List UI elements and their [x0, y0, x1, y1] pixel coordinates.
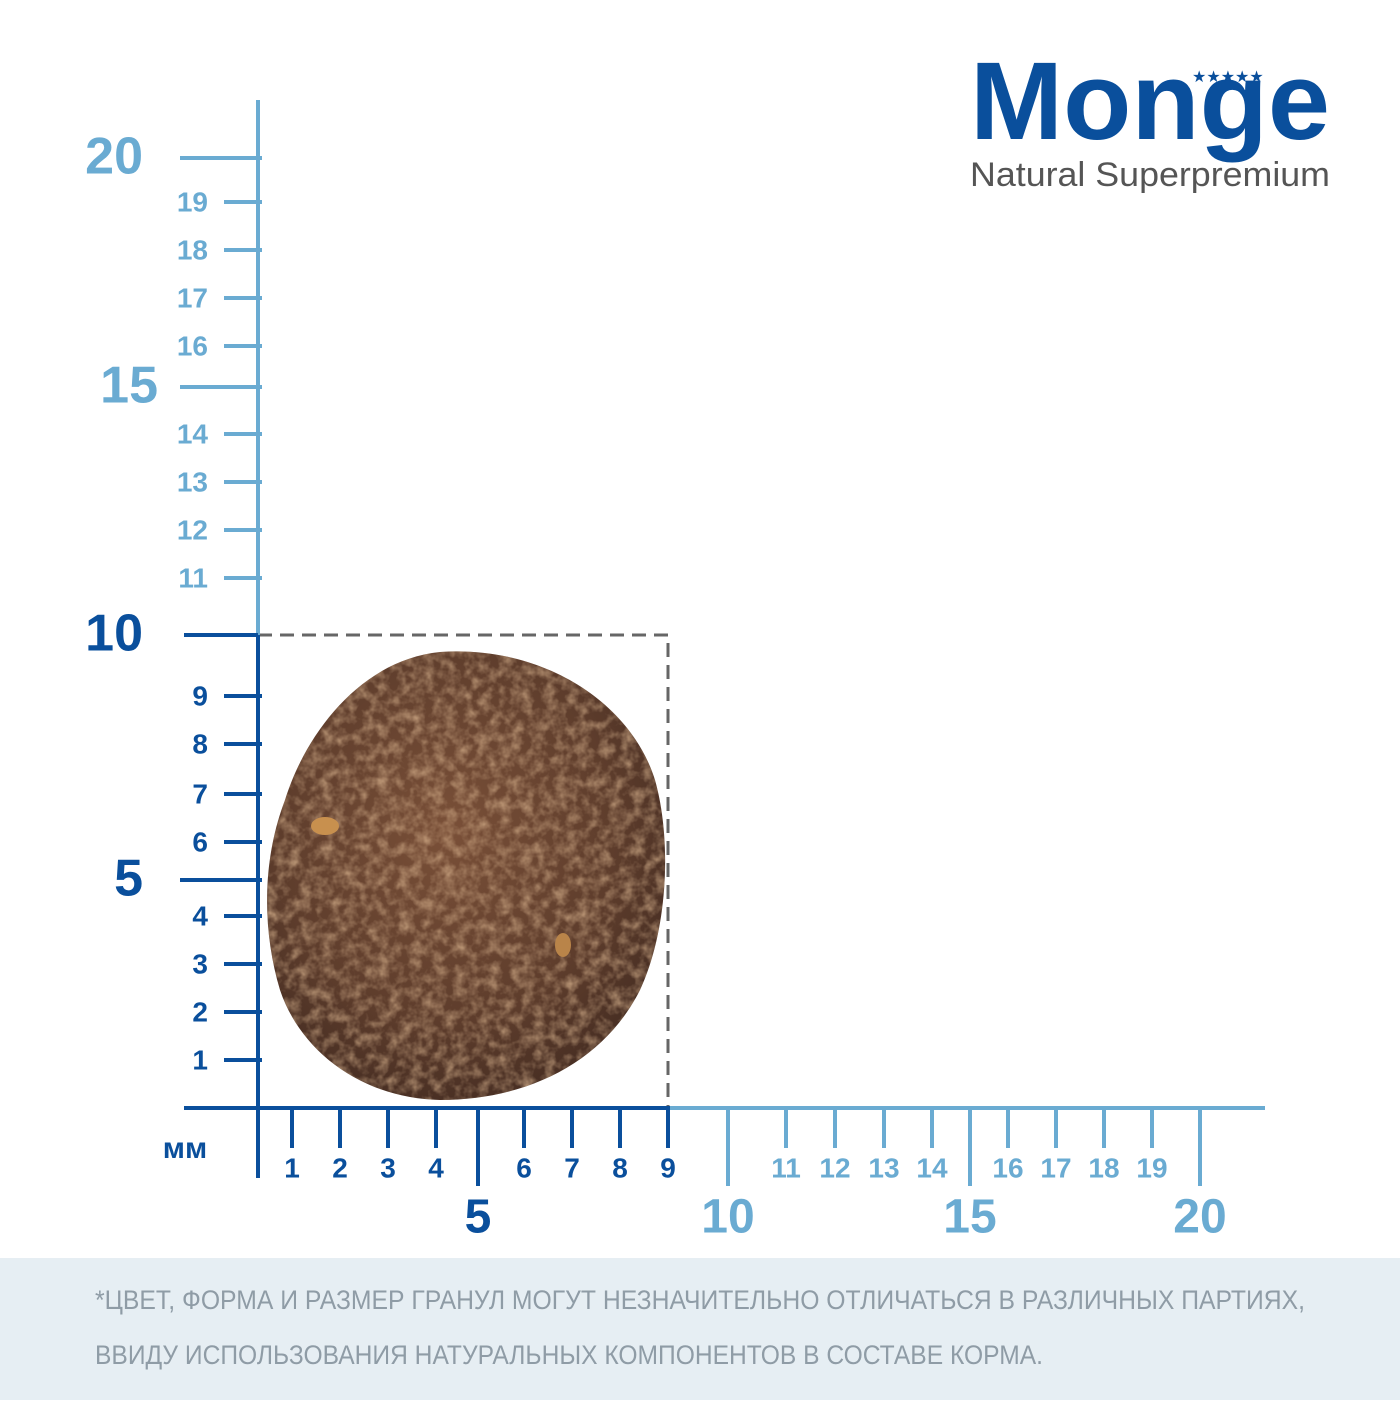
vertical-tick-label: 3 — [192, 948, 208, 979]
horizontal-tick-label: 3 — [380, 1152, 396, 1183]
horizontal-tick-label: 16 — [992, 1152, 1023, 1183]
footnote-line: ВВИДУ ИСПОЛЬЗОВАНИЯ НАТУРАЛЬНЫХ КОМПОНЕН… — [95, 1340, 1043, 1370]
footer-band — [0, 1258, 1400, 1400]
horizontal-tick-label: 11 — [771, 1152, 801, 1183]
vertical-tick-label: 20 — [85, 128, 143, 186]
horizontal-tick-label: 18 — [1088, 1152, 1119, 1183]
vertical-tick-label: 14 — [177, 418, 209, 449]
horizontal-tick-label: 20 — [1173, 1191, 1226, 1244]
horizontal-tick-label: 13 — [868, 1152, 899, 1183]
horizontal-tick-label: 5 — [465, 1191, 492, 1244]
logo-tagline: Natural Superpremium — [970, 156, 1330, 194]
vertical-tick-label: 6 — [192, 826, 208, 857]
horizontal-tick-label: 19 — [1136, 1152, 1167, 1183]
vertical-tick-label: 19 — [177, 186, 208, 217]
horizontal-tick-label: 12 — [819, 1152, 850, 1183]
horizontal-tick-label: 8 — [612, 1152, 628, 1183]
horizontal-tick-label: 17 — [1040, 1152, 1071, 1183]
horizontal-tick-label: 2 — [332, 1152, 348, 1183]
vertical-tick-label: 17 — [177, 282, 208, 313]
horizontal-tick-label: 7 — [564, 1152, 580, 1183]
size-box — [258, 633, 670, 1108]
horizontal-tick-label: 15 — [943, 1191, 996, 1244]
vertical-tick-label: 4 — [192, 900, 208, 931]
vertical-tick-label: 7 — [192, 778, 208, 809]
unit-label: мм — [163, 1132, 207, 1165]
vertical-tick-label: 18 — [177, 234, 208, 265]
logo-brand: Monge — [970, 40, 1330, 163]
vertical-tick-label: 2 — [192, 996, 208, 1027]
horizontal-tick-label: 9 — [660, 1152, 676, 1183]
horizontal-tick-label: 1 — [284, 1152, 300, 1183]
horizontal-tick-label: 4 — [428, 1152, 444, 1183]
vertical-tick-label: 13 — [177, 466, 208, 497]
logo: Monge ★★★★★ Natural Superpremium — [970, 40, 1330, 194]
vertical-tick-label: 15 — [100, 357, 158, 415]
vertical-tick-label: 9 — [192, 680, 208, 711]
logo-stars: ★★★★★ — [1192, 69, 1264, 86]
vertical-tick-label: 16 — [177, 330, 208, 361]
horizontal-tick-label: 10 — [701, 1191, 754, 1244]
vertical-tick-label: 12 — [177, 514, 208, 545]
vertical-tick-label: 10 — [85, 605, 143, 663]
vertical-tick-label: 5 — [114, 850, 143, 908]
vertical-tick-label: 1 — [192, 1044, 208, 1075]
svg-text:★★★★★: ★★★★★ — [1192, 69, 1264, 86]
kibble-photo — [267, 651, 666, 1100]
horizontal-tick-label: 6 — [516, 1152, 532, 1183]
vertical-tick-label: 8 — [192, 728, 208, 759]
horizontal-tick-label: 14 — [916, 1152, 948, 1183]
footnote-line: *ЦВЕТ, ФОРМА И РАЗМЕР ГРАНУЛ МОГУТ НЕЗНА… — [95, 1285, 1305, 1315]
vertical-tick-label: 11 — [178, 562, 208, 593]
